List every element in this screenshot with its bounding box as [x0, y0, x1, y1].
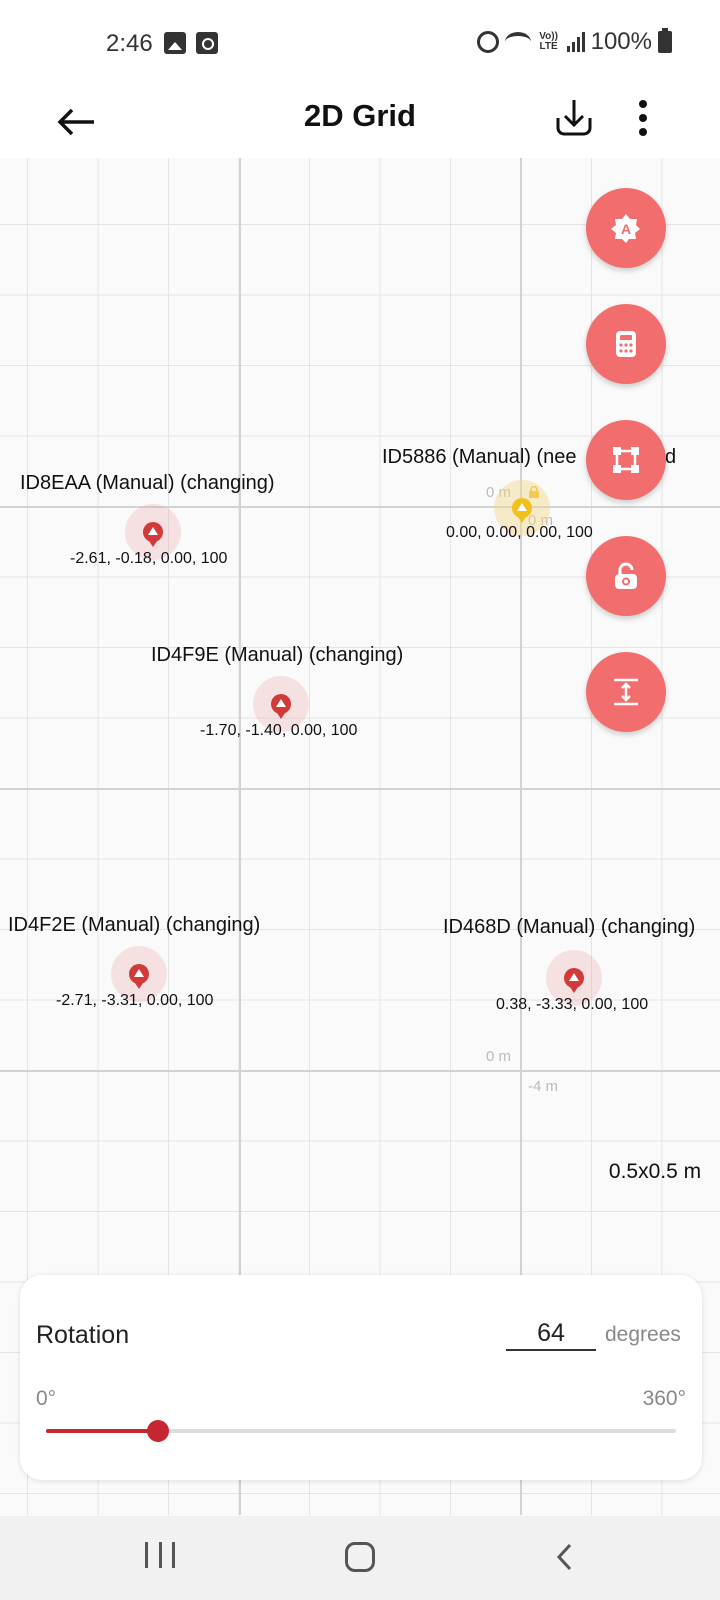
nav-back-button[interactable] — [550, 1542, 580, 1572]
rotation-max-label: 360° — [642, 1387, 686, 1410]
status-system-icons: Vo)) LTE 100% — [476, 28, 672, 56]
auto-positioning-button[interactable]: A — [586, 188, 666, 268]
axis-label-y-zero: 0 m — [528, 512, 554, 529]
back-button[interactable] — [52, 102, 100, 142]
status-notification-icons — [164, 32, 218, 54]
node-coords: -2.61, -0.18, 0.00, 100 — [70, 550, 228, 567]
download-icon — [556, 100, 592, 136]
node-label: ID4F9E (Manual) (changing) — [151, 644, 404, 666]
gallery-icon — [164, 32, 186, 54]
tag-pin-icon — [143, 522, 163, 547]
calculator-button[interactable] — [586, 304, 666, 384]
lock-button[interactable] — [586, 536, 666, 616]
back-arrow-icon — [57, 108, 94, 136]
node-coords: -1.70, -1.40, 0.00, 100 — [200, 722, 358, 739]
y-axis-line — [520, 158, 522, 1515]
vertical-arrows-icon — [614, 678, 638, 706]
tag-marker[interactable] — [125, 504, 181, 560]
home-button[interactable] — [345, 1542, 375, 1572]
axis-label-minus-4: -4 m — [528, 1078, 558, 1095]
tag-pin-icon — [129, 964, 149, 989]
battery-percent: 100% — [590, 28, 652, 55]
more-options-button[interactable] — [628, 96, 658, 140]
signal-icon — [566, 32, 585, 52]
lock-icon — [529, 486, 539, 498]
node-label: ID468D (Manual) (changing) — [443, 916, 696, 938]
tag-marker[interactable] — [546, 950, 602, 1006]
tag-pin-icon — [564, 968, 584, 993]
major-grid-line — [0, 788, 720, 790]
lock-icon — [615, 562, 637, 589]
anchor-marker[interactable] — [494, 480, 550, 536]
rotation-min-label: 0° — [36, 1387, 57, 1410]
system-nav-bar — [0, 1516, 720, 1600]
x-axis-line — [0, 506, 720, 508]
bounding-box-button[interactable] — [586, 420, 666, 500]
grid-scale-label: 0.5x0.5 m — [608, 1160, 702, 1183]
tag-pin-icon — [271, 694, 291, 719]
anchor-pin-icon — [512, 498, 532, 523]
app-bar: 2D Grid — [0, 88, 720, 158]
node-coords: -2.71, -3.31, 0.00, 100 — [56, 992, 214, 1009]
node-label: ID5886 (Manual) (nee — [382, 446, 577, 468]
rotation-panel: Rotation degrees 0° 360° — [20, 1275, 702, 1480]
screen-time-icon — [196, 32, 218, 54]
rotation-unit: degrees — [605, 1323, 681, 1346]
node-coords: 0.38, -3.33, 0.00, 100 — [496, 996, 649, 1013]
node-label-tail: d — [665, 446, 677, 468]
recents-button[interactable] — [145, 1542, 175, 1572]
auto-a-badge-icon: A — [611, 214, 640, 243]
chevron-left-icon — [556, 1543, 572, 1571]
rotation-slider[interactable] — [46, 1420, 676, 1442]
calculator-icon — [616, 331, 636, 357]
battery-icon — [658, 28, 672, 53]
node-coords: 0.00, 0.00, 0.00, 100 — [446, 524, 593, 541]
node-label: ID4F2E (Manual) (changing) — [8, 914, 261, 936]
rotation-value-input[interactable] — [506, 1317, 596, 1351]
recents-icon — [145, 1542, 148, 1568]
major-grid-line — [239, 158, 241, 1515]
axis-label-x-zero: 0 m — [486, 484, 512, 501]
download-button[interactable] — [552, 96, 596, 140]
page-title: 2D Grid — [304, 98, 416, 133]
major-grid-line — [0, 1070, 720, 1072]
rotation-slider-thumb[interactable] — [147, 1420, 170, 1442]
vertical-fit-button[interactable] — [586, 652, 666, 732]
node-label: ID8EAA (Manual) (changing) — [20, 472, 275, 494]
status-time: 2:46 — [106, 30, 153, 57]
axis-label-lower-zero: 0 m — [486, 1048, 512, 1065]
bounding-box-icon — [613, 447, 639, 473]
volte-lte-icon: Vo)) LTE — [539, 31, 558, 52]
svg-text:A: A — [621, 221, 631, 237]
wifi-icon — [504, 32, 531, 52]
more-vert-icon — [639, 100, 647, 136]
alarm-icon — [476, 31, 499, 53]
tag-marker[interactable] — [253, 676, 309, 732]
rotation-title: Rotation — [36, 1321, 130, 1349]
status-bar: 2:46 Vo)) LTE 100% — [0, 0, 720, 88]
tag-marker[interactable] — [111, 946, 167, 1002]
rotation-slider-fill — [46, 1429, 159, 1433]
